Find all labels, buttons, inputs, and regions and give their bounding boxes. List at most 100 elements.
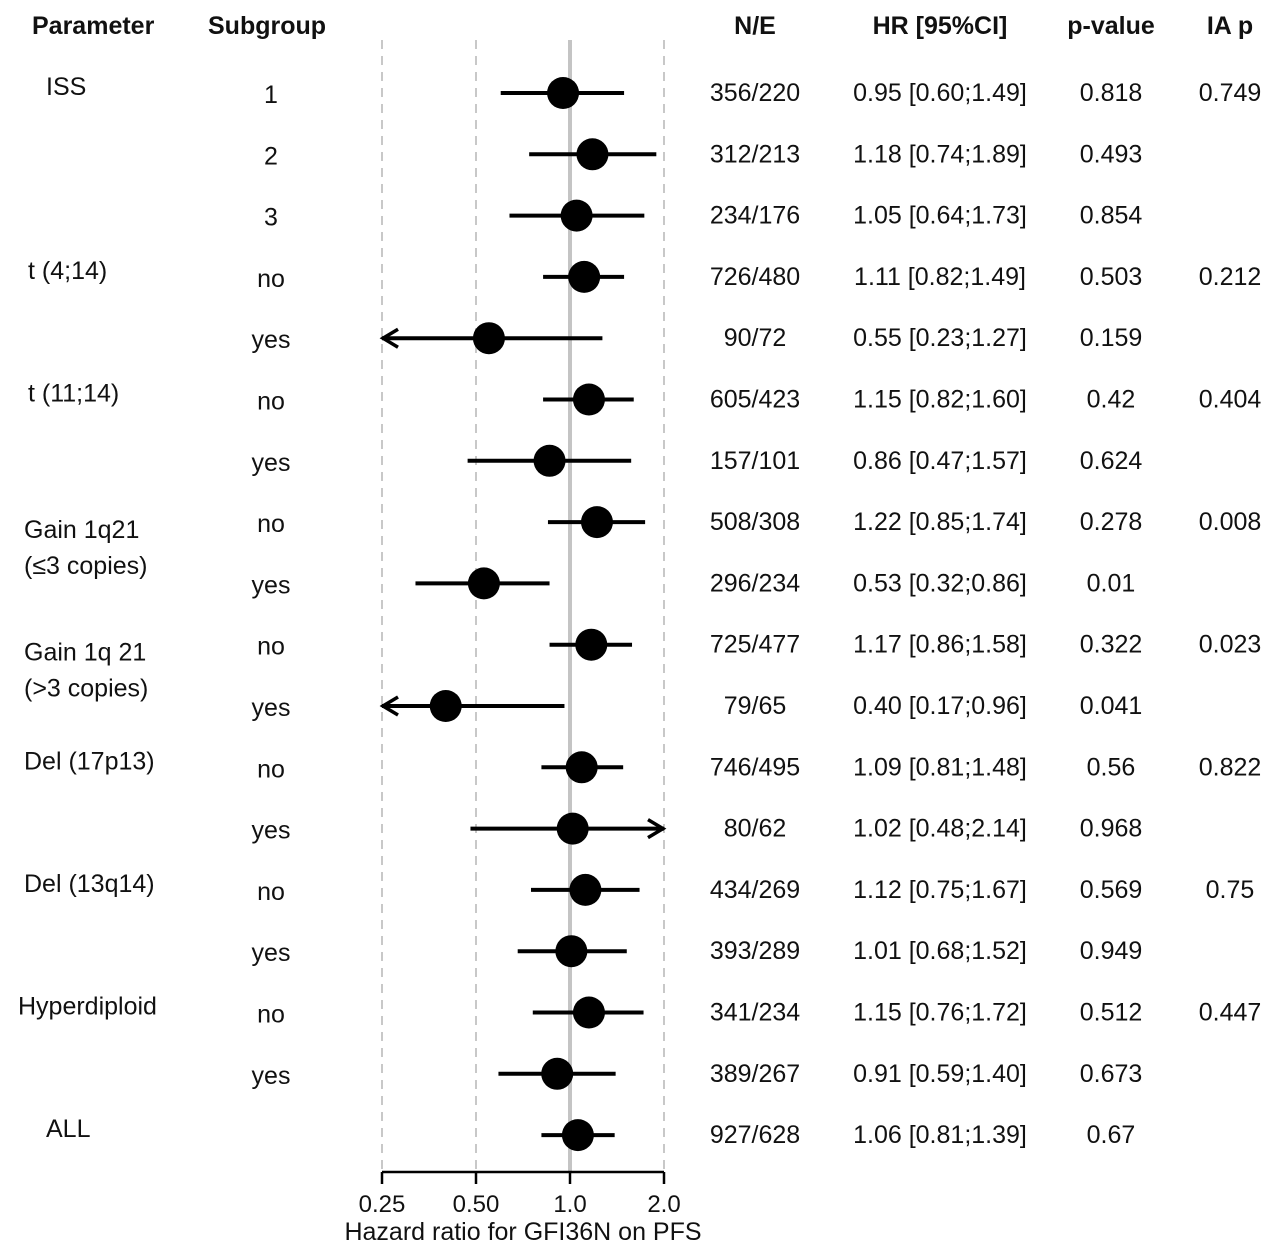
ia-p-value: 0.749 (1199, 79, 1262, 107)
p-value: 0.512 (1080, 999, 1143, 1027)
ia-p-value: 0.447 (1199, 999, 1262, 1027)
ne-value: 234/176 (710, 202, 800, 230)
ne-value: 356/220 (710, 79, 800, 107)
ne-value: 927/628 (710, 1121, 800, 1149)
hr-point (572, 996, 605, 1029)
subgroup-label: no (257, 755, 285, 783)
ne-value: 393/289 (710, 937, 800, 965)
p-value: 0.949 (1080, 937, 1143, 965)
hr-point (576, 138, 609, 171)
hr-point (565, 751, 598, 784)
column-headers: Parameter Subgroup N/E HR [95%CI] p-valu… (32, 12, 1253, 40)
ia-p-value: 0.75 (1206, 876, 1255, 904)
p-value: 0.854 (1080, 202, 1143, 230)
subgroup-label: yes (252, 1062, 291, 1090)
hr-ci-value: 0.91 [0.59;1.40] (853, 1060, 1027, 1088)
p-value: 0.322 (1080, 631, 1143, 659)
ne-value: 312/213 (710, 140, 800, 168)
x-axis-label: Hazard ratio for GFI36N on PFS (344, 1218, 701, 1246)
ne-value: 90/72 (724, 324, 787, 352)
hr-ci-value: 1.15 [0.82;1.60] (853, 386, 1027, 414)
subgroup-label: yes (252, 571, 291, 599)
x-axis: Hazard ratio for GFI36N on PFS 0.25 0.50 1… (344, 1170, 702, 1246)
header-iap: IA p (1207, 12, 1253, 40)
ne-value: 434/269 (710, 876, 800, 904)
hr-point (429, 690, 462, 722)
hr-ci-value: 1.18 [0.74;1.89] (853, 140, 1027, 168)
header-ne: N/E (734, 12, 776, 40)
parameter-label: Hyperdiploid (18, 993, 157, 1021)
parameter-label: ISS (46, 73, 86, 101)
hr-point (555, 935, 588, 968)
ia-p-value: 0.404 (1199, 386, 1262, 414)
subgroup-label: no (257, 265, 285, 293)
hr-point (572, 383, 605, 416)
ne-value: 746/495 (710, 753, 800, 781)
hr-point (560, 199, 593, 232)
hr-ci-value: 0.95 [0.60;1.49] (853, 79, 1027, 107)
hr-ci-value: 0.86 [0.47;1.57] (853, 447, 1027, 475)
hr-ci-value: 1.22 [0.85;1.74] (853, 508, 1027, 536)
p-value: 0.42 (1087, 386, 1136, 414)
hr-point (467, 567, 500, 600)
subgroup-label: no (257, 633, 285, 661)
hr-ci-value: 0.55 [0.23;1.27] (853, 324, 1027, 352)
header-parameter: Parameter (32, 12, 155, 40)
subgroup-label: yes (252, 817, 291, 845)
parameter-label: t (11;14) (28, 380, 119, 408)
p-value: 0.493 (1080, 140, 1143, 168)
ne-value: 296/234 (710, 569, 800, 597)
hr-ci-value: 1.12 [0.75;1.67] (853, 876, 1027, 904)
ne-value: 157/101 (710, 447, 800, 475)
subgroup-label: yes (252, 939, 291, 967)
parameter-label-sub: (>3 copies) (24, 675, 148, 703)
ci-marks (379, 77, 667, 1152)
x-tick-label: 1.0 (553, 1191, 586, 1218)
x-tick-label: 0.25 (359, 1191, 406, 1218)
ci-arrow-right (647, 818, 667, 840)
ne-value: 79/65 (724, 692, 787, 720)
hr-point (541, 1057, 574, 1090)
hr-ci-value: 1.15 [0.76;1.72] (853, 999, 1027, 1027)
ne-value: 80/62 (724, 815, 787, 843)
p-value: 0.159 (1080, 324, 1143, 352)
hr-point (533, 444, 566, 477)
ne-value: 605/423 (710, 386, 800, 414)
hr-ci-value: 1.05 [0.64;1.73] (853, 202, 1027, 230)
ci-arrow-left (379, 327, 399, 349)
parameter-label-sub: (≤3 copies) (24, 552, 148, 580)
ia-p-value: 0.023 (1199, 631, 1262, 659)
hr-ci-value: 0.40 [0.17;0.96] (853, 692, 1027, 720)
header-subgroup: Subgroup (208, 12, 326, 40)
p-value: 0.503 (1080, 263, 1143, 291)
subgroup-label: no (257, 388, 285, 416)
hr-point (580, 506, 613, 539)
hr-ci-value: 1.11 [0.82;1.49] (854, 263, 1026, 291)
header-pvalue: p-value (1067, 12, 1155, 40)
parameter-label: t (4;14) (28, 257, 107, 285)
p-value: 0.818 (1080, 79, 1143, 107)
p-value: 0.278 (1080, 508, 1143, 536)
p-value: 0.968 (1080, 815, 1143, 843)
p-value: 0.56 (1087, 753, 1136, 781)
header-hr: HR [95%CI] (873, 12, 1008, 40)
hr-ci-value: 0.53 [0.32;0.86] (853, 569, 1027, 597)
ia-p-value: 0.008 (1199, 508, 1262, 536)
x-tick-label: 2.0 (647, 1191, 680, 1218)
ia-p-value: 0.822 (1199, 753, 1262, 781)
parameter-label: Del (13q14) (24, 870, 155, 898)
hr-ci-value: 1.09 [0.81;1.48] (853, 753, 1027, 781)
ia-p-value: 0.212 (1199, 263, 1262, 291)
p-value: 0.67 (1087, 1121, 1136, 1149)
hr-ci-value: 1.01 [0.68;1.52] (853, 937, 1027, 965)
parameter-label: Del (17p13) (24, 747, 155, 775)
hr-point (472, 322, 505, 355)
p-value: 0.041 (1080, 692, 1143, 720)
parameter-label: Gain 1q 21 (24, 639, 146, 667)
subgroup-label: 2 (264, 142, 278, 170)
ci-arrow-left (379, 695, 399, 717)
subgroup-label: yes (252, 326, 291, 354)
p-value: 0.01 (1087, 569, 1136, 597)
ne-value: 508/308 (710, 508, 800, 536)
